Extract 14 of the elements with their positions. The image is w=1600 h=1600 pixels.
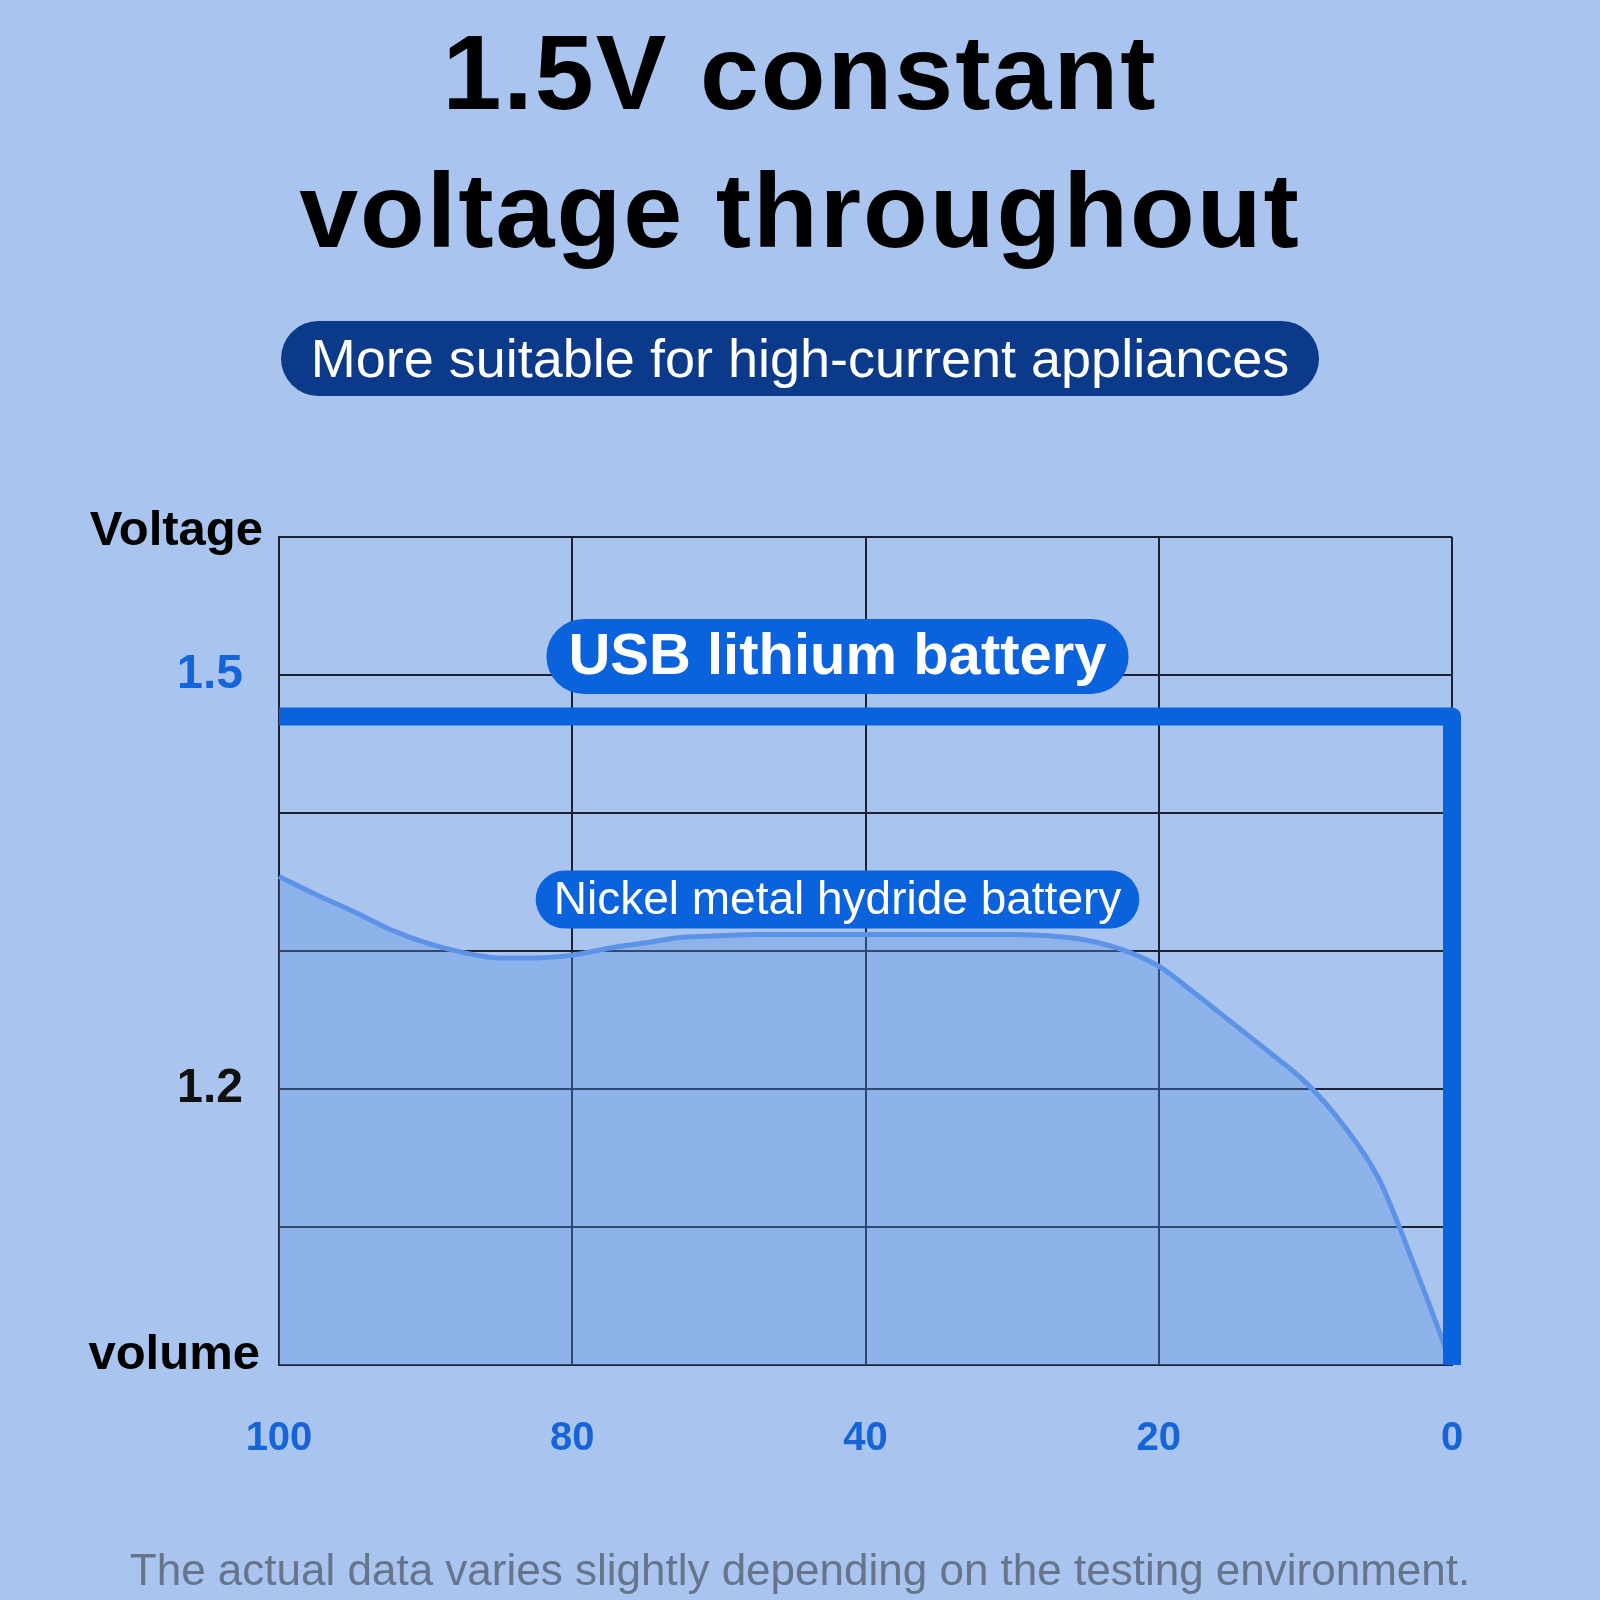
- y-tick-label: 1.2: [176, 1059, 243, 1113]
- series-label: USB lithium battery: [568, 621, 1107, 687]
- x-tick-label: 80: [550, 1414, 595, 1459]
- x-axis-title: volume: [88, 1324, 260, 1379]
- x-tick-label: 40: [843, 1414, 888, 1459]
- x-tick-label: 0: [1440, 1414, 1464, 1459]
- x-tick-label: 20: [1136, 1414, 1181, 1459]
- y-tick-label: 1.5: [176, 645, 243, 699]
- series-label: Nickel metal hydride battery: [553, 872, 1122, 925]
- y-axis-title: Voltage: [89, 500, 263, 555]
- chart-title: 1.5V constant voltage throughout: [298, 12, 1302, 271]
- x-tick-label: 100: [245, 1414, 313, 1459]
- chart-subtitle: More suitable for high-current appliances: [280, 321, 1320, 396]
- text: The actual data varies slightly depending on the testing environment.: [128, 1545, 1472, 1595]
